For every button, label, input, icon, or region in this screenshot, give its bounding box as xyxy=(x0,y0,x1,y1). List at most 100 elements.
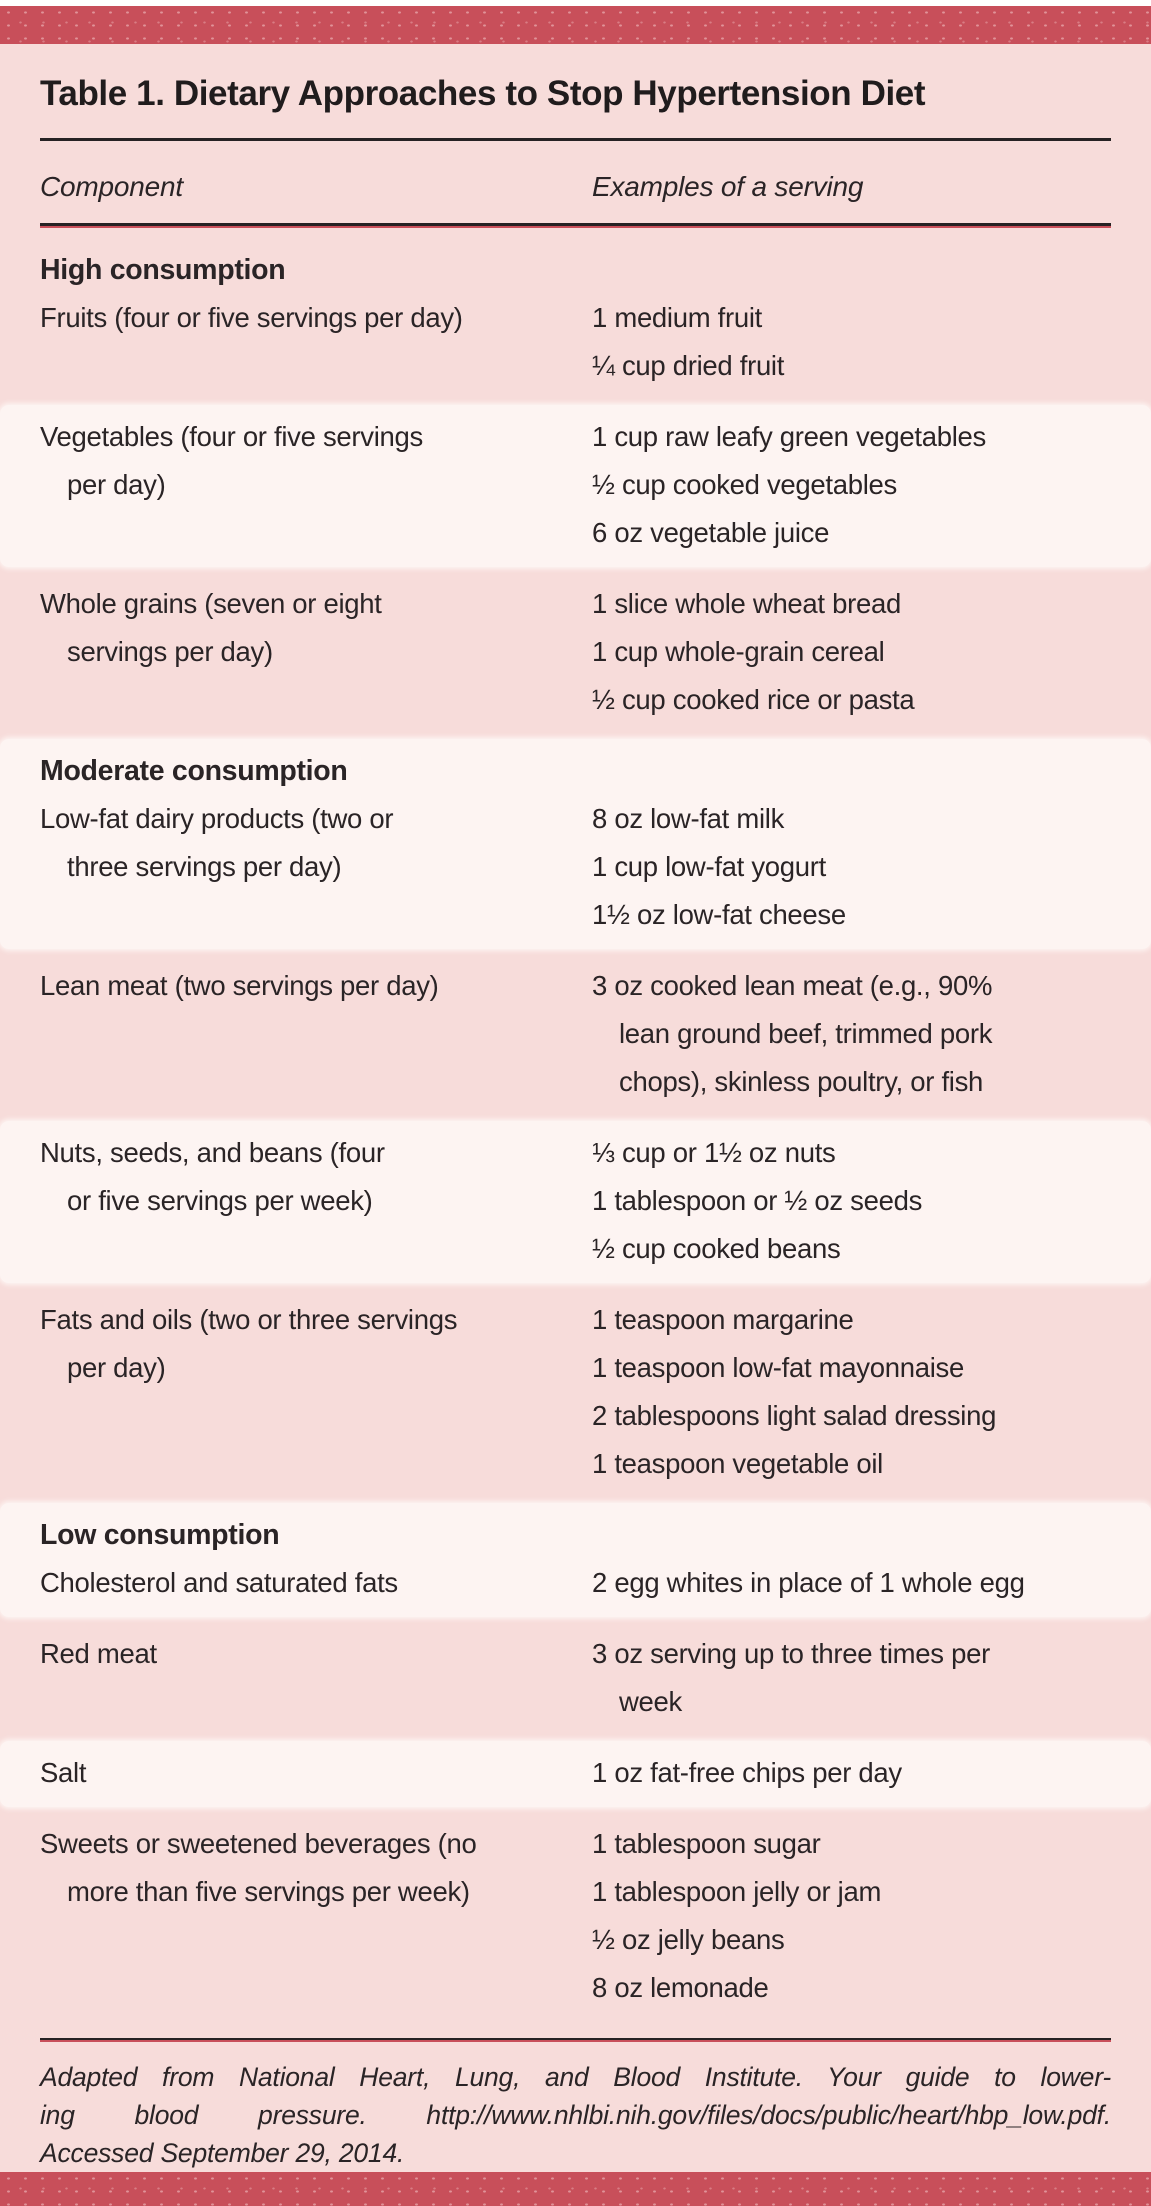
component-line: or five servings per week) xyxy=(67,1184,373,1216)
component-line: Fats and oils (two or three servings xyxy=(40,1303,458,1335)
row-band: Salt 1 oz fat-free chips per day xyxy=(0,1740,1151,1807)
example-line: 1 teaspoon low-fat mayonnaise xyxy=(592,1351,964,1383)
table-row: Low-fat dairy products (two or three serv… xyxy=(40,795,1111,939)
column-headers: Component Examples of a serving xyxy=(40,171,1111,203)
example-line: 2 tablespoons light salad dressing xyxy=(592,1399,997,1431)
footnote-line: ing blood pressure. http://www.nhlbi.nih… xyxy=(40,2100,1111,2130)
example-line: 1 tablespoon jelly or jam xyxy=(592,1875,882,1907)
examples-cell: 3 oz cooked lean meat (e.g., 90% lean gro… xyxy=(592,962,1111,1106)
component-cell: Low-fat dairy products (two or three serv… xyxy=(40,795,552,939)
example-line: 1 tablespoon or ½ oz seeds xyxy=(592,1184,923,1216)
example-line: ½ cup cooked vegetables xyxy=(592,468,897,500)
section-heading: Moderate consumption xyxy=(40,754,348,787)
example-line: ¼ cup dried fruit xyxy=(592,349,785,381)
row-band: Vegetables (four or five servings per day… xyxy=(0,404,1151,567)
example-line: 3 oz serving up to three times per xyxy=(592,1637,990,1669)
component-cell: Whole grains (seven or eight servings per… xyxy=(40,580,552,724)
component-line: Fruits (four or five servings per day) xyxy=(40,301,463,333)
row-band: Sweets or sweetened beverages (no more th… xyxy=(0,1812,1151,2022)
row-band: Nuts, seeds, and beans (four or five serv… xyxy=(0,1120,1151,1283)
component-line: per day) xyxy=(67,1351,166,1383)
examples-cell: 1 medium fruit ¼ cup dried fruit xyxy=(592,294,1111,390)
example-line: 8 oz low-fat milk xyxy=(592,802,785,834)
row-band: Low consumption Cholesterol and saturated… xyxy=(0,1502,1151,1617)
examples-cell: 1 cup raw leafy green vegetables ½ cup co… xyxy=(592,413,1111,557)
component-line: Red meat xyxy=(40,1637,157,1669)
component-cell: Fats and oils (two or three servings per … xyxy=(40,1296,552,1488)
header-rule xyxy=(40,223,1111,228)
example-line: 1 slice whole wheat bread xyxy=(592,587,901,619)
examples-cell: 3 oz serving up to three times per week xyxy=(592,1630,1111,1726)
component-cell: Salt xyxy=(40,1749,552,1797)
table-card: Table 1. Dietary Approaches to Stop Hype… xyxy=(0,44,1151,2172)
footnote-rule xyxy=(40,2037,1111,2042)
example-line: 8 oz lemonade xyxy=(592,1971,769,2003)
table-row: Fruits (four or five servings per day) 1 … xyxy=(40,294,1111,390)
table-row: Salt 1 oz fat-free chips per day xyxy=(40,1749,1111,1797)
row-band: Whole grains (seven or eight servings per… xyxy=(0,572,1151,734)
component-cell: Sweets or sweetened beverages (no more th… xyxy=(40,1820,552,2012)
table-row: Whole grains (seven or eight servings per… xyxy=(40,580,1111,724)
component-line: Salt xyxy=(40,1756,87,1788)
component-cell: Nuts, seeds, and beans (four or five serv… xyxy=(40,1129,552,1273)
component-line: per day) xyxy=(67,468,166,500)
component-line: more than five servings per week) xyxy=(67,1875,470,1907)
example-line: ½ cup cooked rice or pasta xyxy=(592,683,915,715)
example-line: week xyxy=(619,1685,682,1717)
component-line: Cholesterol and saturated fats xyxy=(40,1566,398,1598)
example-line: lean ground beef, trimmed pork xyxy=(619,1017,993,1049)
example-line: 3 oz cooked lean meat (e.g., 90% xyxy=(592,969,993,1001)
table-bands: High consumption Fruits (four or five ser… xyxy=(0,238,1151,2032)
table-row: Nuts, seeds, and beans (four or five serv… xyxy=(40,1129,1111,1273)
table-title: Table 1. Dietary Approaches to Stop Hype… xyxy=(40,74,926,113)
example-line: 1 cup whole-grain cereal xyxy=(592,635,885,667)
table-row: Sweets or sweetened beverages (no more th… xyxy=(40,1820,1111,2012)
row-band: High consumption Fruits (four or five ser… xyxy=(0,238,1151,400)
example-line: ½ cup cooked beans xyxy=(592,1232,841,1264)
example-line: 1 teaspoon margarine xyxy=(592,1303,854,1335)
example-line: 1 teaspoon vegetable oil xyxy=(592,1447,883,1479)
component-line: Sweets or sweetened beverages (no xyxy=(40,1827,477,1859)
example-line: 1 cup raw leafy green vegetables xyxy=(592,420,986,452)
example-line: 2 egg whites in place of 1 whole egg xyxy=(592,1566,1025,1598)
component-cell: Lean meat (two servings per day) xyxy=(40,962,552,1106)
example-line: 1 cup low-fat yogurt xyxy=(592,850,826,882)
example-line: 1½ oz low-fat cheese xyxy=(592,898,846,930)
row-band: Red meat 3 oz serving up to three times p… xyxy=(0,1622,1151,1736)
component-line: Low-fat dairy products (two or xyxy=(40,802,394,834)
examples-cell: 1 tablespoon sugar 1 tablespoon jelly or … xyxy=(592,1820,1111,2012)
footnote-line: Adapted from National Heart, Lung, and B… xyxy=(40,2062,1111,2092)
row-band: Moderate consumption Low-fat dairy produc… xyxy=(0,738,1151,949)
column-header-examples: Examples of a serving xyxy=(592,171,864,203)
component-line: Whole grains (seven or eight xyxy=(40,587,382,619)
column-header-component: Component xyxy=(40,171,183,203)
top-accent-bar xyxy=(0,6,1151,44)
section-heading: High consumption xyxy=(40,253,286,286)
table-row: Vegetables (four or five servings per day… xyxy=(40,413,1111,557)
example-line: 6 oz vegetable juice xyxy=(592,516,830,548)
table-row: Fats and oils (two or three servings per … xyxy=(40,1296,1111,1488)
component-line: three servings per day) xyxy=(67,850,342,882)
examples-cell: ⅓ cup or 1½ oz nuts 1 tablespoon or ½ oz … xyxy=(592,1129,1111,1273)
component-line: Vegetables (four or five servings xyxy=(40,420,423,452)
example-line: 1 tablespoon sugar xyxy=(592,1827,821,1859)
row-band: Fats and oils (two or three servings per … xyxy=(0,1288,1151,1498)
component-line: Lean meat (two servings per day) xyxy=(40,969,439,1001)
example-line: ½ oz jelly beans xyxy=(592,1923,785,1955)
component-line: Nuts, seeds, and beans (four xyxy=(40,1136,385,1168)
examples-cell: 1 oz fat-free chips per day xyxy=(592,1749,1111,1797)
component-cell: Red meat xyxy=(40,1630,552,1726)
footnote: Adapted from National Heart, Lung, and B… xyxy=(40,2058,1111,2172)
component-cell: Vegetables (four or five servings per day… xyxy=(40,413,552,557)
table-row: Cholesterol and saturated fats 2 egg whit… xyxy=(40,1559,1111,1607)
row-band: Lean meat (two servings per day) 3 oz coo… xyxy=(0,954,1151,1116)
examples-cell: 1 teaspoon margarine 1 teaspoon low-fat m… xyxy=(592,1296,1111,1488)
example-line: ⅓ cup or 1½ oz nuts xyxy=(592,1136,836,1168)
component-cell: Fruits (four or five servings per day) xyxy=(40,294,552,390)
examples-cell: 2 egg whites in place of 1 whole egg xyxy=(592,1559,1111,1607)
section-heading: Low consumption xyxy=(40,1518,280,1551)
table-row: Lean meat (two servings per day) 3 oz coo… xyxy=(40,962,1111,1106)
component-line: servings per day) xyxy=(67,635,273,667)
examples-cell: 1 slice whole wheat bread 1 cup whole-gra… xyxy=(592,580,1111,724)
